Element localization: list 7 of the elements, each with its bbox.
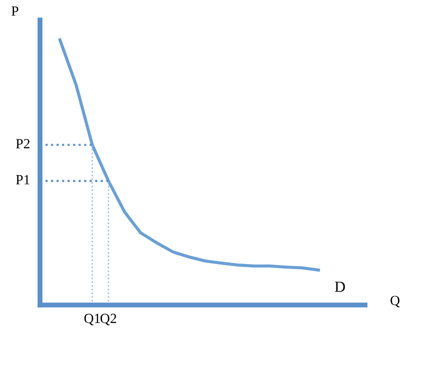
x-axis-title: Q xyxy=(390,296,400,308)
text: D xyxy=(334,282,345,292)
x-tick-label: Q2 xyxy=(100,314,116,326)
y-axis-title: P xyxy=(12,6,18,16)
ref-line-label: P2 xyxy=(16,139,30,148)
x-tick-label: Q1 xyxy=(84,314,100,326)
ref-line-label: P1 xyxy=(16,175,30,184)
